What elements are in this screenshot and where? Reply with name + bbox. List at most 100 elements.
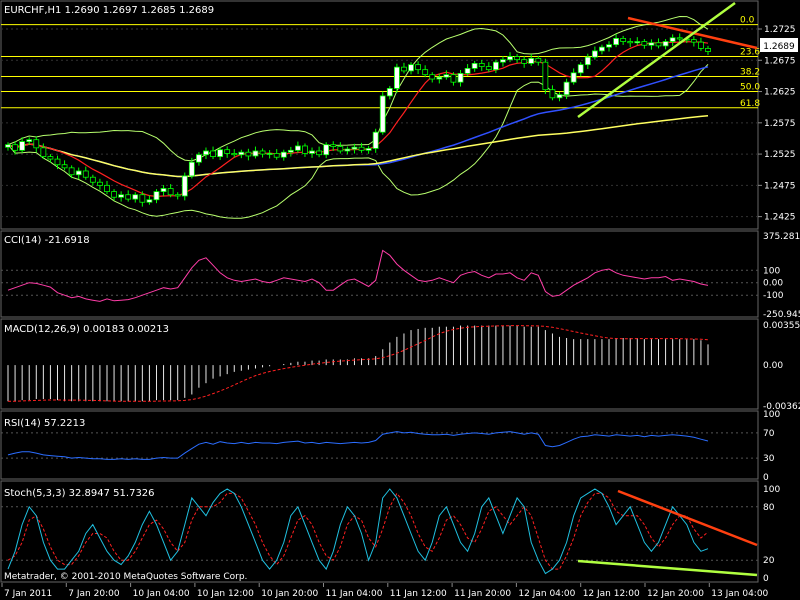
price-axis[interactable]: 1.2725 1.2675 1.2625 1.2575 1.2525 1.2475 1.24…: [758, 25, 796, 223]
candle-body: [655, 42, 662, 47]
macd-axis: 0.00355 0.00 -0.00362: [763, 321, 800, 412]
candle-body: [690, 39, 697, 43]
candle-body: [386, 88, 393, 97]
rsi-levels: [1, 432, 758, 459]
support-trendline[interactable]: [577, 1, 736, 119]
time-tick-label: 12 Jan 20:00: [647, 589, 704, 599]
time-tick-label: 10 Jan 12:00: [197, 589, 254, 599]
candle-body: [436, 76, 443, 80]
macd-tick-label: 0.00: [763, 361, 783, 371]
price-tick-label: 1.2725: [764, 25, 796, 35]
candle-body: [224, 149, 231, 154]
candle-body: [464, 68, 471, 74]
price-tick-label: 1.2625: [764, 88, 796, 98]
candle-body: [33, 139, 40, 149]
stoch-tick-label: 0: [763, 574, 769, 584]
time-tick-label: 11 Jan 04:00: [326, 589, 383, 599]
stoch-panel-frame: [0, 480, 759, 583]
fib-level-label: 23.6: [740, 48, 760, 58]
fib-level-label: 61.8: [740, 99, 760, 109]
stoch-main-line: [7, 488, 709, 575]
rsi-tick-label: 30: [763, 454, 775, 464]
candle-body: [47, 156, 54, 160]
rsi-tick-label: 70: [763, 429, 775, 439]
candle-body: [549, 89, 556, 99]
candle-body: [358, 146, 365, 151]
rsi-tick-label: 0: [763, 473, 769, 483]
candle-body: [196, 154, 202, 163]
stoch-down-trendline[interactable]: [617, 489, 758, 547]
stoch-axis: 100 80 20 0: [763, 485, 780, 584]
candle-body: [167, 188, 174, 196]
candle-body: [174, 194, 181, 197]
candle-body: [259, 150, 266, 155]
rsi-panel[interactable]: RSI(14) 57.2213 100 70 30 0: [0, 410, 780, 483]
moving-averages: [7, 15, 709, 219]
candle-body: [132, 194, 139, 200]
cci-tick-label: -100: [763, 291, 784, 301]
candle-body: [153, 191, 160, 201]
candle-body: [40, 147, 47, 157]
candle-body: [323, 144, 330, 156]
candle-body: [492, 61, 499, 71]
candle-body: [669, 37, 676, 42]
candle-body: [294, 145, 301, 151]
time-tick-label: 12 Jan 12:00: [583, 589, 640, 599]
candle-body: [210, 150, 216, 157]
candle-body: [662, 41, 669, 47]
rsi-title: RSI(14) 57.2213: [4, 418, 85, 429]
candle-body: [203, 150, 209, 156]
price-tick-label: 1.2475: [764, 181, 796, 191]
candle-body: [181, 175, 188, 197]
time-axis[interactable]: 7 Jan 2011 7 Jan 20:00 10 Jan 04:00 10 Jan …: [1, 583, 769, 599]
stoch-up-trendline[interactable]: [577, 559, 758, 577]
price-tick-label: 1.2675: [764, 56, 796, 66]
candle-body: [231, 153, 238, 156]
candle-body: [641, 41, 648, 46]
macd-histogram: [7, 325, 709, 402]
candle-body: [521, 59, 528, 64]
candle-body: [542, 61, 549, 91]
cci-tick-label: 0.00: [763, 279, 783, 289]
candle-body: [344, 148, 351, 152]
candle-body: [620, 37, 627, 42]
cci-axis: 375.2813 100 0.00 -100 -250.945: [763, 232, 800, 320]
candle-body: [422, 69, 429, 76]
rsi-tick-label: 100: [763, 410, 780, 420]
candle-body: [238, 151, 245, 156]
cci-panel[interactable]: CCI(14) -21.6918 375.2813 100 0.00 -100 -250…: [0, 230, 800, 320]
candle-body: [309, 150, 315, 154]
candle-body: [365, 148, 372, 151]
fib-level-label: 50.0: [740, 83, 760, 93]
candle-body: [68, 167, 75, 176]
main-price-panel[interactable]: 0.0 23.6 38.2 50.0 61.8 EURCHF,H1 1.2690 1.2…: [0, 0, 798, 230]
candle-body: [316, 150, 323, 156]
candlesticks: [5, 33, 711, 207]
time-tick-label: 11 Jan 12:00: [390, 589, 447, 599]
candle-body: [82, 170, 89, 178]
candle-body: [627, 41, 634, 44]
candle-body: [19, 141, 26, 151]
macd-panel[interactable]: MACD(12,26,9) 0.00183 0.00213 0.003550.0…: [0, 318, 800, 412]
cci-tick-label: -250.945: [763, 310, 800, 320]
trendlines[interactable]: [577, 1, 758, 119]
cci-tick-label: 100: [763, 266, 780, 276]
time-tick-label: 7 Jan 20:00: [68, 589, 120, 599]
stoch-tick-label: 20: [763, 556, 775, 566]
time-tick-label: 7 Jan 2011: [4, 589, 52, 599]
stoch-tick-label: 100: [763, 485, 780, 495]
price-box-label: 1.2689: [763, 42, 795, 52]
candle-body: [188, 161, 195, 177]
candle-body: [676, 37, 683, 40]
candle-body: [705, 48, 711, 52]
candle-body: [372, 131, 379, 149]
candle-body: [450, 74, 457, 83]
stochastic-panel[interactable]: Stoch(5,3,3) 32.8947 51.7326 Metatrader,…: [0, 480, 780, 584]
price-box: [760, 38, 798, 52]
candle-body: [379, 95, 386, 133]
candle-body: [266, 153, 273, 155]
candle-body: [698, 41, 704, 49]
candle-body: [118, 194, 125, 198]
candle-body: [606, 44, 612, 48]
